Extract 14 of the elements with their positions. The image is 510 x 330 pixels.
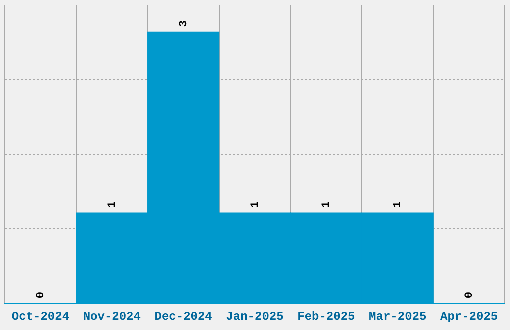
x-tick-label: Jan-2025 — [226, 310, 284, 324]
x-tick-label: Oct-2024 — [12, 310, 70, 324]
data-label: 0 — [464, 292, 476, 299]
x-tick-label: Dec-2024 — [154, 310, 212, 324]
data-label: 1 — [106, 201, 119, 208]
x-tick-label: Nov-2024 — [83, 310, 141, 324]
data-label: 1 — [250, 201, 262, 208]
x-tick-label: Feb-2025 — [298, 310, 356, 324]
data-label: 1 — [321, 201, 334, 208]
data-label: 1 — [392, 201, 405, 208]
x-tick-label: Apr-2025 — [440, 310, 498, 324]
data-label: 3 — [178, 20, 190, 28]
data-label: 0 — [35, 292, 48, 299]
x-tick-label: Mar-2025 — [369, 310, 427, 324]
